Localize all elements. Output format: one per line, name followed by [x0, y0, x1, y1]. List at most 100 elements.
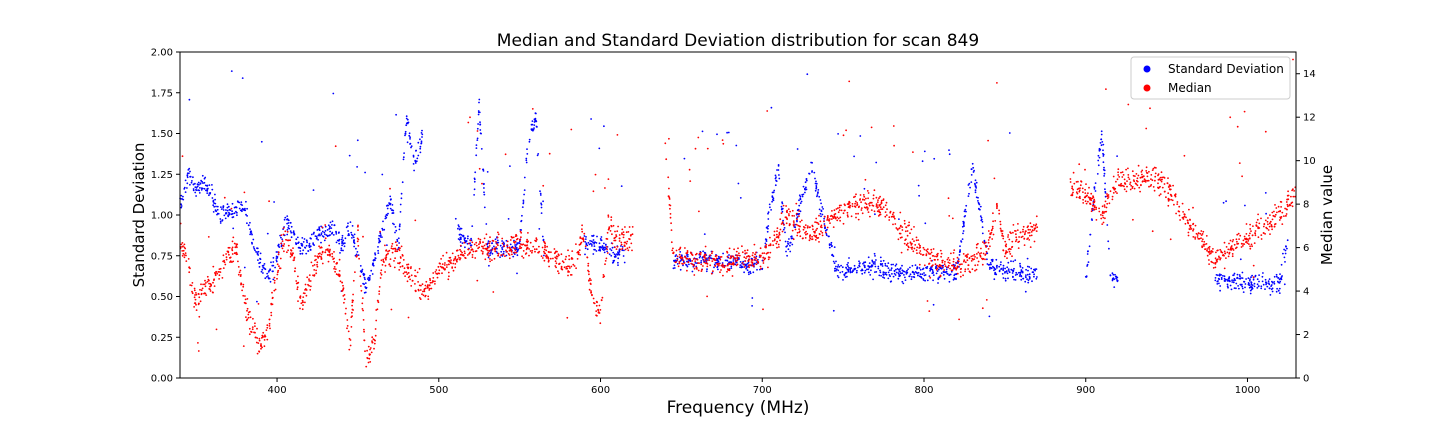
scatter-point [1226, 278, 1228, 281]
scatter-point [346, 225, 349, 228]
scatter-point [886, 265, 889, 268]
scatter-point [875, 196, 878, 199]
scatter-point [732, 260, 735, 262]
scatter-point [996, 202, 998, 205]
scatter-point [833, 262, 836, 264]
scatter-point [1033, 275, 1035, 278]
scatter-point [307, 250, 310, 252]
scatter-point [776, 230, 778, 233]
scatter-point [495, 241, 497, 243]
scatter-point [414, 269, 417, 272]
scatter-point [560, 265, 563, 268]
scatter-point [781, 221, 784, 224]
scatter-point [1034, 227, 1037, 230]
scatter-point [877, 265, 880, 268]
scatter-point [545, 249, 548, 252]
scatter-point [420, 132, 423, 134]
scatter-point [998, 269, 1001, 272]
scatter-point [1077, 180, 1079, 183]
scatter-point [508, 246, 511, 249]
scatter-point [471, 256, 474, 259]
scatter-point [324, 230, 327, 232]
scatter-point [703, 261, 706, 264]
scatter-point [526, 153, 529, 155]
scatter-point [508, 257, 511, 260]
scatter-point [610, 254, 613, 257]
scatter-point [978, 253, 981, 255]
scatter-point [199, 182, 202, 185]
scatter-point [282, 227, 285, 230]
scatter-point [341, 244, 343, 247]
scatter-point [351, 311, 353, 314]
scatter-point [893, 217, 896, 220]
scatter-point [996, 264, 998, 267]
scatter-point [923, 264, 926, 267]
scatter-point [819, 226, 822, 228]
scatter-point [1123, 188, 1126, 191]
scatter-point [981, 263, 984, 266]
scatter-point [742, 263, 745, 266]
scatter-point [713, 266, 715, 269]
scatter-point [981, 258, 984, 261]
scatter-point [1258, 222, 1261, 225]
scatter-point [1258, 280, 1260, 283]
scatter-point [1017, 223, 1019, 225]
scatter-point [1092, 195, 1094, 198]
scatter-point [224, 263, 227, 266]
x-tick-label: 500 [429, 385, 448, 396]
scatter-point [514, 240, 517, 243]
scatter-point [404, 275, 406, 277]
scatter-point [918, 267, 921, 269]
scatter-point [1036, 226, 1039, 229]
scatter-point [1012, 269, 1015, 272]
x-tick-label: 900 [1076, 385, 1095, 396]
scatter-point [1188, 228, 1191, 230]
scatter-point [1007, 248, 1010, 251]
scatter-point [263, 339, 266, 341]
scatter-point [975, 181, 978, 184]
scatter-point [1001, 273, 1004, 275]
scatter-point [1176, 203, 1179, 206]
scatter-point [1243, 235, 1246, 238]
scatter-point [906, 234, 909, 237]
legend-box [1130, 56, 1291, 100]
scatter-point [293, 233, 296, 236]
scatter-point [364, 282, 367, 284]
scatter-point [1271, 218, 1274, 221]
scatter-point [621, 228, 624, 231]
scatter-point [338, 239, 340, 242]
scatter-point [572, 263, 575, 266]
scatter-point [1217, 249, 1219, 252]
scatter-point [442, 254, 444, 257]
scatter-point [603, 125, 605, 128]
scatter-point [199, 288, 201, 291]
scatter-point [1147, 179, 1150, 182]
scatter-point [744, 252, 747, 255]
scatter-point [361, 302, 364, 305]
y-left-tick-label: 1.50 [151, 129, 173, 140]
scatter-point [1120, 171, 1122, 174]
scatter-point [1242, 243, 1244, 245]
scatter-point [618, 234, 621, 236]
scatter-point [831, 210, 833, 212]
scatter-point [194, 191, 197, 194]
scatter-point [293, 256, 296, 259]
scatter-point [1084, 196, 1087, 199]
scatter-point [421, 283, 424, 286]
scatter-point [591, 293, 593, 296]
scatter-point [405, 124, 408, 127]
scatter-point [271, 296, 274, 299]
scatter-point [287, 239, 290, 242]
scatter-point [1189, 224, 1191, 227]
scatter-point [676, 258, 679, 261]
scatter-point [399, 266, 402, 268]
scatter-point [806, 232, 809, 235]
scatter-point [687, 261, 690, 263]
scatter-point [459, 233, 461, 236]
scatter-point [949, 267, 951, 270]
scatter-point [474, 171, 477, 174]
scatter-point [630, 234, 632, 236]
scatter-point [266, 338, 269, 341]
scatter-point [239, 209, 242, 212]
scatter-point [404, 130, 407, 133]
